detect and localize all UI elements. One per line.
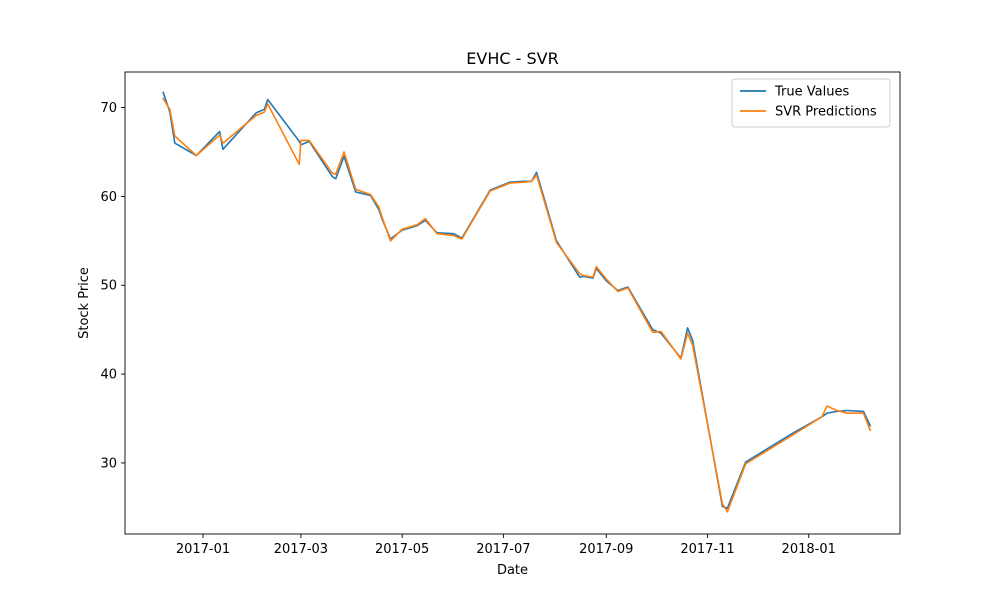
x-tick-label: 2017-11 [680, 542, 734, 557]
x-tick-label: 2017-01 [176, 542, 230, 557]
x-tick-label: 2018-01 [782, 542, 836, 557]
x-tick-label: 2017-05 [375, 542, 429, 557]
y-axis-label: Stock Price [77, 267, 92, 339]
x-tick-label: 2017-03 [274, 542, 328, 557]
legend-box [731, 78, 891, 128]
x-axis-label: Date [497, 563, 528, 578]
x-tick-label: 2017-07 [476, 542, 530, 557]
y-tick-label: 70 [100, 101, 117, 116]
chart-title: EVHC - SVR [466, 49, 558, 68]
legend-entry: True Values [774, 85, 849, 100]
series-line-true-values [162, 91, 872, 510]
axes: 2017-01 2017-03 2017-05 2017-07 2017-09 2017-… [100, 71, 901, 557]
x-tick-label: 2017-09 [579, 542, 633, 557]
plot-area [162, 91, 872, 513]
y-tick-label: 30 [100, 456, 117, 471]
plot-frame [124, 71, 901, 535]
y-tick-label: 50 [100, 279, 117, 294]
y-tick-label: 40 [100, 368, 117, 383]
y-tick-label: 60 [100, 190, 117, 205]
legend: True Values SVR Predictions [731, 78, 891, 128]
series-line-svr-predictions [162, 97, 872, 513]
legend-entry: SVR Predictions [775, 105, 877, 120]
